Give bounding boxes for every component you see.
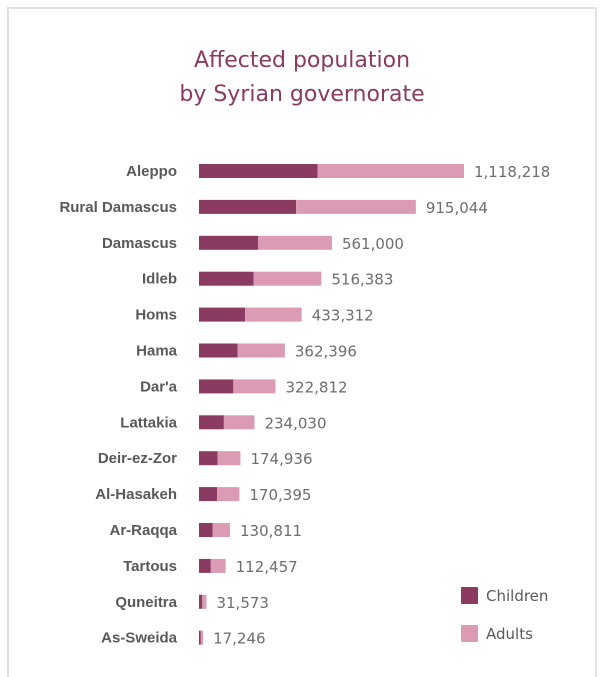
category-label-as-sweida: As-Sweida [101,630,178,647]
bar-adults-ar-raqqa [212,523,231,537]
bar-children-idleb [199,271,254,286]
bar-adults-quneitra [202,594,207,609]
bar-children-tartous [199,558,211,573]
bar-adults-rural-damascus [296,199,416,214]
value-label-hama: 362,396 [295,343,357,361]
bar-adults-damascus [258,235,332,250]
category-label-aleppo: Aleppo [126,163,177,180]
bar-adults-as-sweida [200,630,204,645]
bar-children-al-hasakeh [199,487,218,502]
value-label-deir-ez-zor: 174,936 [250,450,312,468]
value-label-dar-a: 322,812 [286,378,348,396]
category-label-quneitra: Quneitra [115,594,177,611]
bar-adults-hama [237,343,285,358]
chart-title-line-2: by Syrian governorate [179,82,425,107]
value-label-damascus: 561,000 [342,235,404,253]
bar-children-hama [199,343,238,358]
legend: Children Adults [461,587,548,643]
bar-adults-homs [245,307,302,322]
category-label-idleb: Idleb [142,271,177,288]
bar-children-quneitra [199,594,203,609]
bar-adults-aleppo [317,164,464,178]
category-label-homs: Homs [135,307,177,324]
category-label-dar-a: Dar'a [140,378,178,395]
bar-children-ar-raqqa [199,523,213,537]
category-label-lattakia: Lattakia [120,414,177,431]
category-label-hama: Hama [136,343,178,360]
value-label-quneitra: 31,573 [216,594,268,612]
category-label-tartous: Tartous [123,558,177,575]
value-label-aleppo: 1,118,218 [474,163,550,181]
category-label-al-hasakeh: Al-Hasakeh [95,486,177,503]
value-label-homs: 433,312 [312,307,374,325]
bar-children-damascus [199,235,259,250]
legend-swatch-adults [461,625,478,642]
value-label-idleb: 516,383 [331,271,393,289]
bar-adults-al-hasakeh [217,487,240,502]
legend-label-adults: Adults [486,625,533,643]
value-label-ar-raqqa: 130,811 [240,522,302,540]
chart-title-line-1: Affected population [193,48,411,73]
bar-children-rural-damascus [199,199,297,214]
bar-adults-idleb [253,271,322,286]
chart-title: Affected population by Syrian governorat… [0,44,604,112]
bar-adults-deir-ez-zor [217,451,241,466]
bar-children-homs [199,307,246,322]
bar-children-dar-a [199,379,234,394]
value-label-lattakia: 234,030 [264,414,326,432]
legend-swatch-children [461,587,478,604]
bar-children-lattakia [199,415,224,430]
category-label-damascus: Damascus [102,235,177,252]
value-label-al-hasakeh: 170,395 [249,486,311,504]
bar-children-as-sweida [199,630,201,645]
chart-frame [7,7,597,677]
bar-children-deir-ez-zor [199,451,218,466]
bar-children-aleppo [199,164,318,178]
bar-adults-tartous [210,558,226,573]
bar-adults-dar-a [233,379,276,394]
value-label-tartous: 112,457 [236,558,298,576]
bar-adults-lattakia [223,415,255,430]
category-label-ar-raqqa: Ar-Raqqa [109,522,177,539]
category-label-rural-damascus: Rural Damascus [59,199,177,216]
bars-group: Aleppo 1,118,218 Rural Damascus 915,044 Dama… [59,163,550,648]
legend-label-children: Children [486,587,548,605]
value-label-rural-damascus: 915,044 [426,199,488,217]
value-label-as-sweida: 17,246 [213,630,266,648]
category-label-deir-ez-zor: Deir-ez-Zor [98,450,177,467]
